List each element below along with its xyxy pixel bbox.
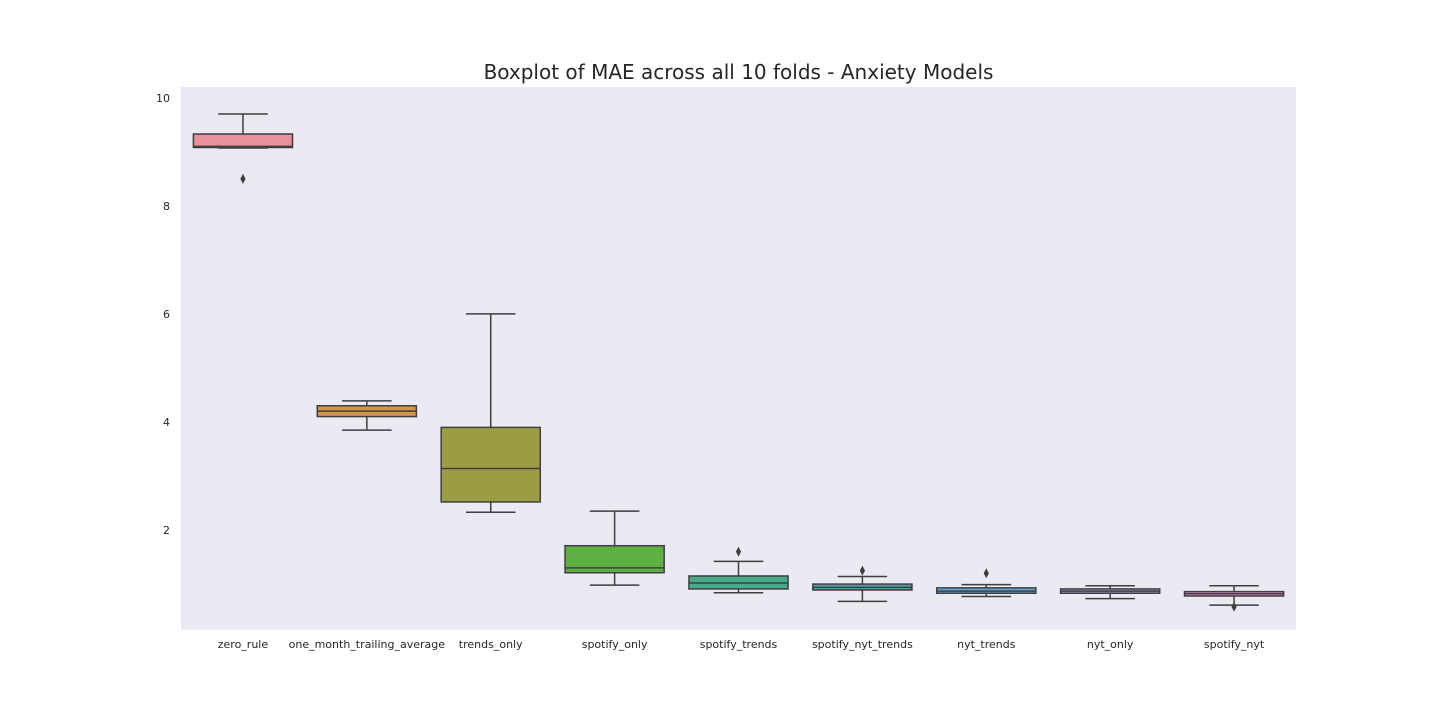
x-tick-label: one_month_trailing_average (289, 638, 446, 651)
outlier-marker (983, 568, 989, 579)
x-tick-label: zero_rule (218, 638, 269, 651)
y-tick-label: 4 (163, 416, 170, 429)
x-tick-label: nyt_trends (957, 638, 1016, 651)
y-tick-label: 10 (156, 92, 170, 105)
y-tick-label: 2 (163, 524, 170, 537)
outlier-marker (1231, 601, 1237, 612)
x-tick-label: nyt_only (1087, 638, 1134, 651)
outlier-marker (735, 546, 742, 557)
y-tick-label: 8 (163, 200, 170, 213)
box-trends_only (440, 426, 542, 503)
x-tick-label: spotify_only (582, 638, 648, 651)
chart-title: Boxplot of MAE across all 10 folds - Anx… (483, 60, 994, 84)
box-spotify_only (564, 544, 665, 574)
x-tick-label: trends_only (459, 638, 523, 651)
box-zero_rule (192, 133, 294, 149)
x-tick-label: spotify_nyt (1204, 638, 1265, 651)
outlier-marker (859, 565, 865, 576)
plot-area (181, 87, 1296, 630)
y-tick-label: 6 (163, 308, 170, 321)
x-tick-label: spotify_trends (700, 638, 778, 651)
x-tick-label: spotify_nyt_trends (812, 638, 913, 651)
outlier-marker (240, 173, 246, 184)
